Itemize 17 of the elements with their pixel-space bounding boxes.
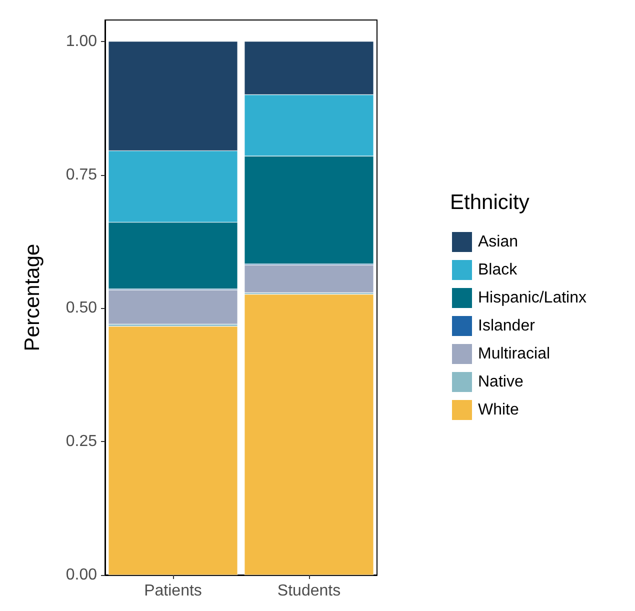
y-tick-label: 1.00 bbox=[66, 32, 98, 50]
legend-label: Islander bbox=[478, 318, 536, 334]
bar bbox=[108, 326, 238, 575]
legend-label: Black bbox=[478, 262, 518, 278]
legend-label: White bbox=[478, 402, 519, 418]
legend-label: Hispanic/Latinx bbox=[478, 290, 586, 306]
legend-label: Native bbox=[478, 374, 524, 390]
y-tick-label: 0.00 bbox=[66, 566, 98, 584]
y-tick-label: 0.25 bbox=[66, 433, 98, 450]
x-tick-label: Students bbox=[277, 582, 341, 600]
legend-label: Multiracial bbox=[478, 346, 550, 362]
y-tick-label: 0.50 bbox=[66, 300, 98, 317]
y-axis-title: Percentage bbox=[21, 244, 44, 352]
legend-label: Asian bbox=[478, 234, 518, 250]
y-tick-label: 0.75 bbox=[66, 166, 98, 184]
legend-title: Ethnicity bbox=[450, 191, 530, 214]
x-tick-label: Patients bbox=[144, 582, 202, 600]
